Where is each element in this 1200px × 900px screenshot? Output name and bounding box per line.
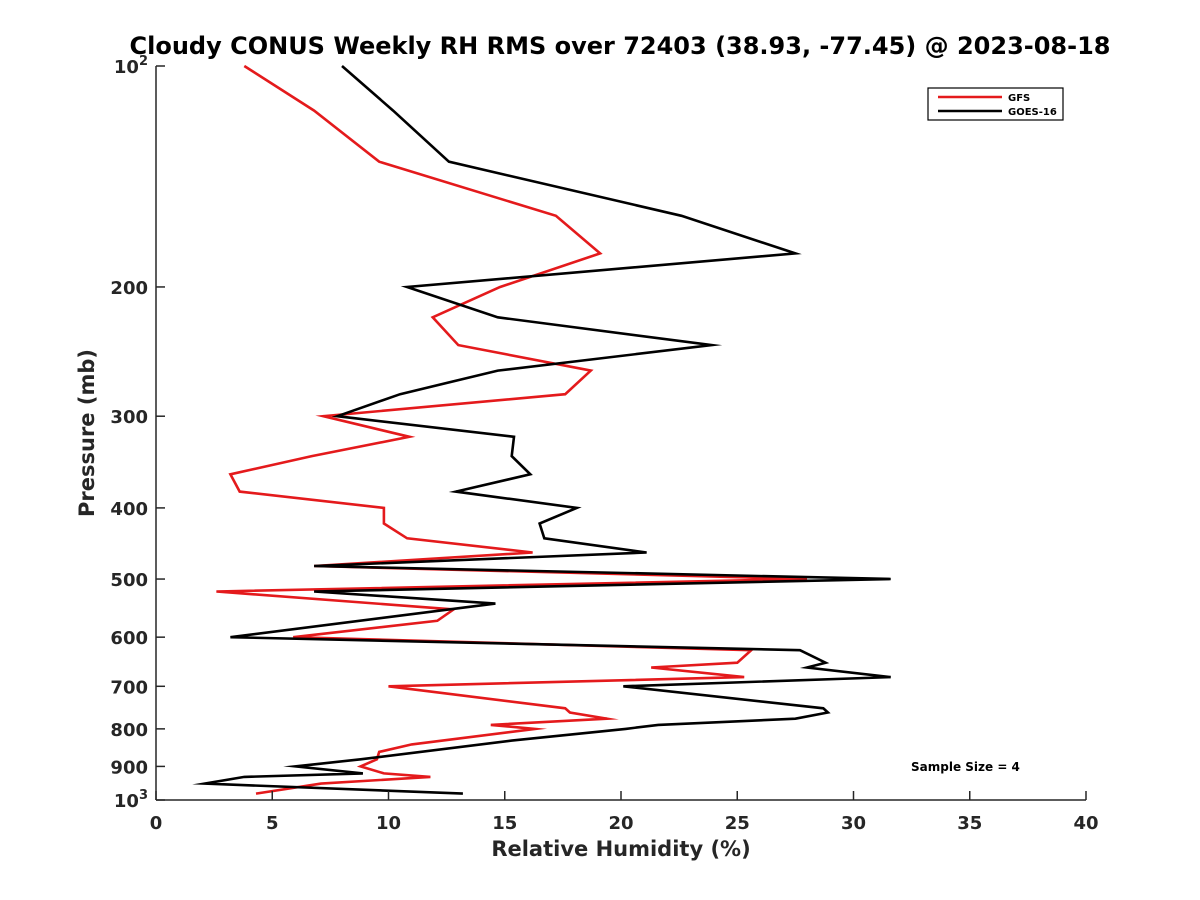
y-tick-label: 500 xyxy=(110,570,148,591)
x-tick-label: 30 xyxy=(841,813,866,834)
y-tick-label: 800 xyxy=(110,720,148,741)
y-tick-label: 400 xyxy=(110,499,148,520)
y-tick-exponent: 2 xyxy=(139,54,148,69)
x-axis-label: Relative Humidity (%) xyxy=(491,837,750,861)
x-tick-label: 15 xyxy=(492,813,517,834)
legend: GFS GOES-16 xyxy=(927,87,1064,121)
series-line-goes16 xyxy=(192,65,891,795)
x-ticks: 0 5 10 15 20 25 30 35 40 xyxy=(150,791,1099,834)
chart-title: Cloudy CONUS Weekly RH RMS over 72403 (3… xyxy=(130,32,1111,60)
legend-box xyxy=(927,87,1064,121)
legend-label-goes16: GOES-16 xyxy=(1008,107,1057,118)
y-tick-base: 10 xyxy=(114,791,139,812)
x-tick-label: 5 xyxy=(266,813,279,834)
y-tick-label: 103 xyxy=(114,788,148,812)
x-tick-label: 35 xyxy=(957,813,982,834)
sample-size-annotation: Sample Size = 4 xyxy=(911,760,1020,774)
y-tick-label: 102 xyxy=(114,54,148,78)
legend-label-gfs: GFS xyxy=(1008,93,1030,104)
x-tick-label: 10 xyxy=(376,813,401,834)
y-tick-label: 700 xyxy=(110,677,148,698)
series-layer xyxy=(192,64,891,795)
x-tick-label: 20 xyxy=(608,813,633,834)
y-tick-label: 600 xyxy=(110,628,148,649)
y-tick-exponent: 3 xyxy=(139,788,148,803)
y-tick-label: 200 xyxy=(110,278,148,299)
y-axis-label: Pressure (mb) xyxy=(75,349,99,517)
series-line-gfs xyxy=(216,64,808,795)
y-tick-label: 900 xyxy=(110,757,148,778)
y-tick-base: 10 xyxy=(114,57,139,78)
x-tick-label: 25 xyxy=(725,813,750,834)
x-tick-label: 40 xyxy=(1073,813,1098,834)
x-tick-label: 0 xyxy=(150,813,163,834)
y-tick-label: 300 xyxy=(110,407,148,428)
